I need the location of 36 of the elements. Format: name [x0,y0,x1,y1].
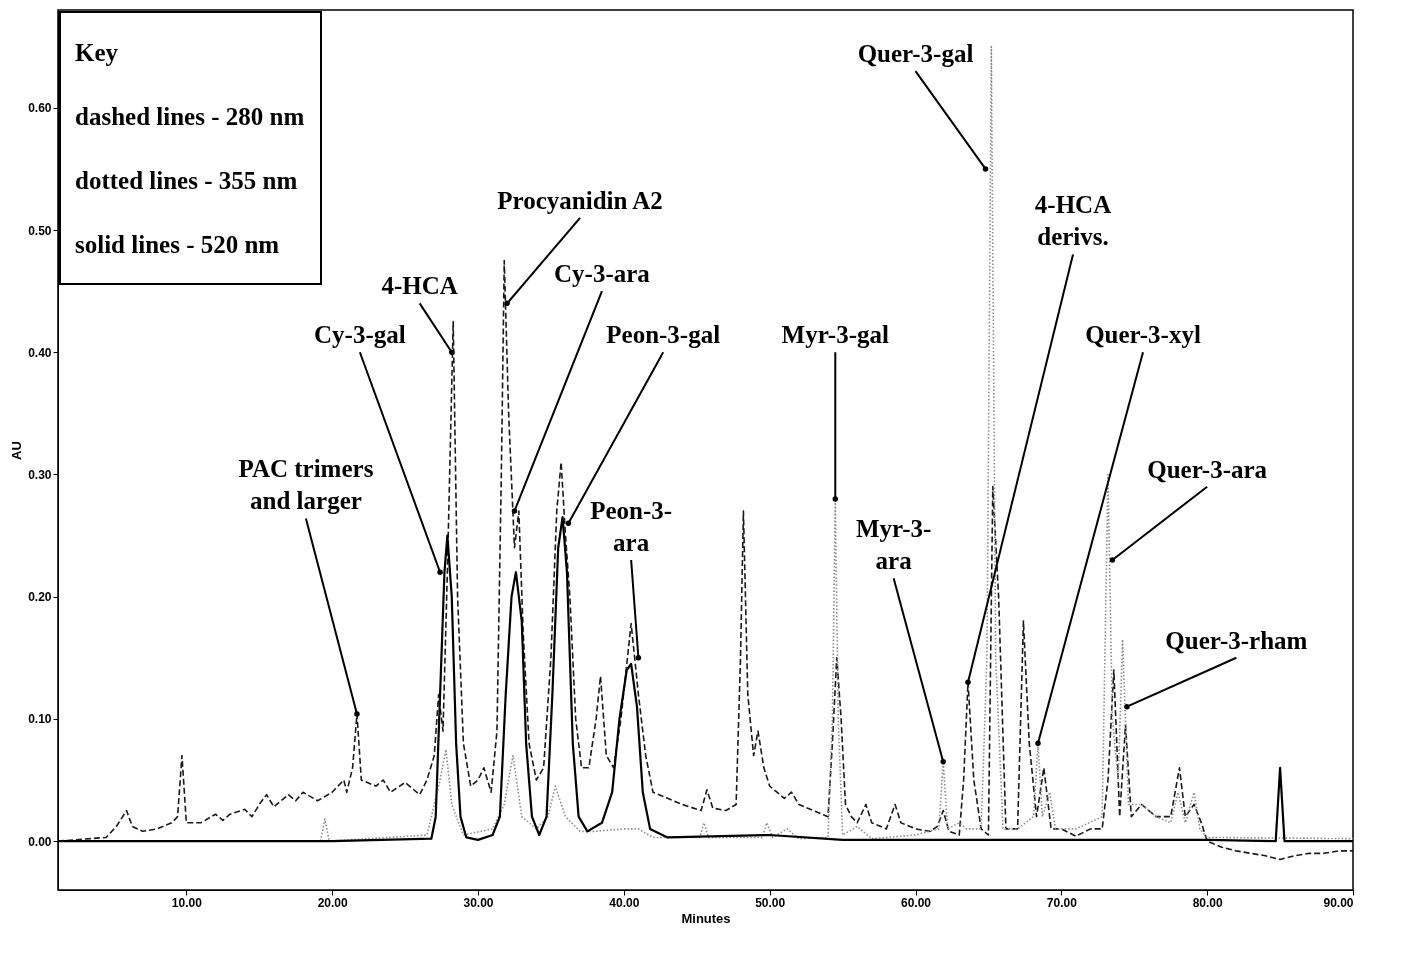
x-tick-label: 40.00 [609,895,640,910]
x-axis-title: Minutes [681,910,731,926]
annotation: Cy-3-ara [554,260,651,288]
x-tick-label: 70.00 [1046,895,1078,910]
annotation: Quer-3-xyl [1085,321,1201,349]
x-tick-label: 10.00 [171,895,203,910]
y-tick-label: 0.50 [28,223,52,238]
annotation: PAC trimers and larger [238,455,374,515]
annotation: 4-HCA derivs. [1034,191,1112,251]
y-tick-label: 0.10 [28,712,52,727]
annotation: Quer-3-gal [857,40,974,68]
annotation: Procyanidin A2 [497,186,663,214]
annotation: Myr-3-gal [781,321,890,349]
annotation: dotted lines - 355 nm [75,166,299,196]
y-tick-label: 0.00 [28,834,52,849]
annotation: Quer-3-ara [1147,455,1268,483]
y-tick-label: 0.60 [28,101,52,116]
x-tick-label: 90.00 [1323,895,1354,910]
x-tick-label: 50.00 [755,895,786,910]
annotation: solid lines - 520 nm [75,230,281,260]
x-tick-label: 30.00 [463,895,494,910]
x-tick-label: 20.00 [317,895,349,910]
annotation: Peon-3- ara [590,497,673,556]
annotation: Peon-3-gal [606,321,721,349]
y-axis-title: AU [9,441,25,460]
annotation: 4-HCA [381,272,458,300]
x-tick-label: 80.00 [1192,895,1224,910]
annotation: dashed lines - 280 nm [75,102,305,132]
annotation: Key [75,38,120,68]
y-tick-label: 0.40 [28,345,52,360]
annotation: Quer-3-rham [1165,626,1308,654]
x-tick-label: 60.00 [900,895,932,910]
annotation: Cy-3-gal [314,321,406,349]
annotation: Myr-3- ara [855,515,932,575]
y-tick-label: 0.30 [28,467,52,482]
y-tick-label: 0.20 [28,590,52,605]
